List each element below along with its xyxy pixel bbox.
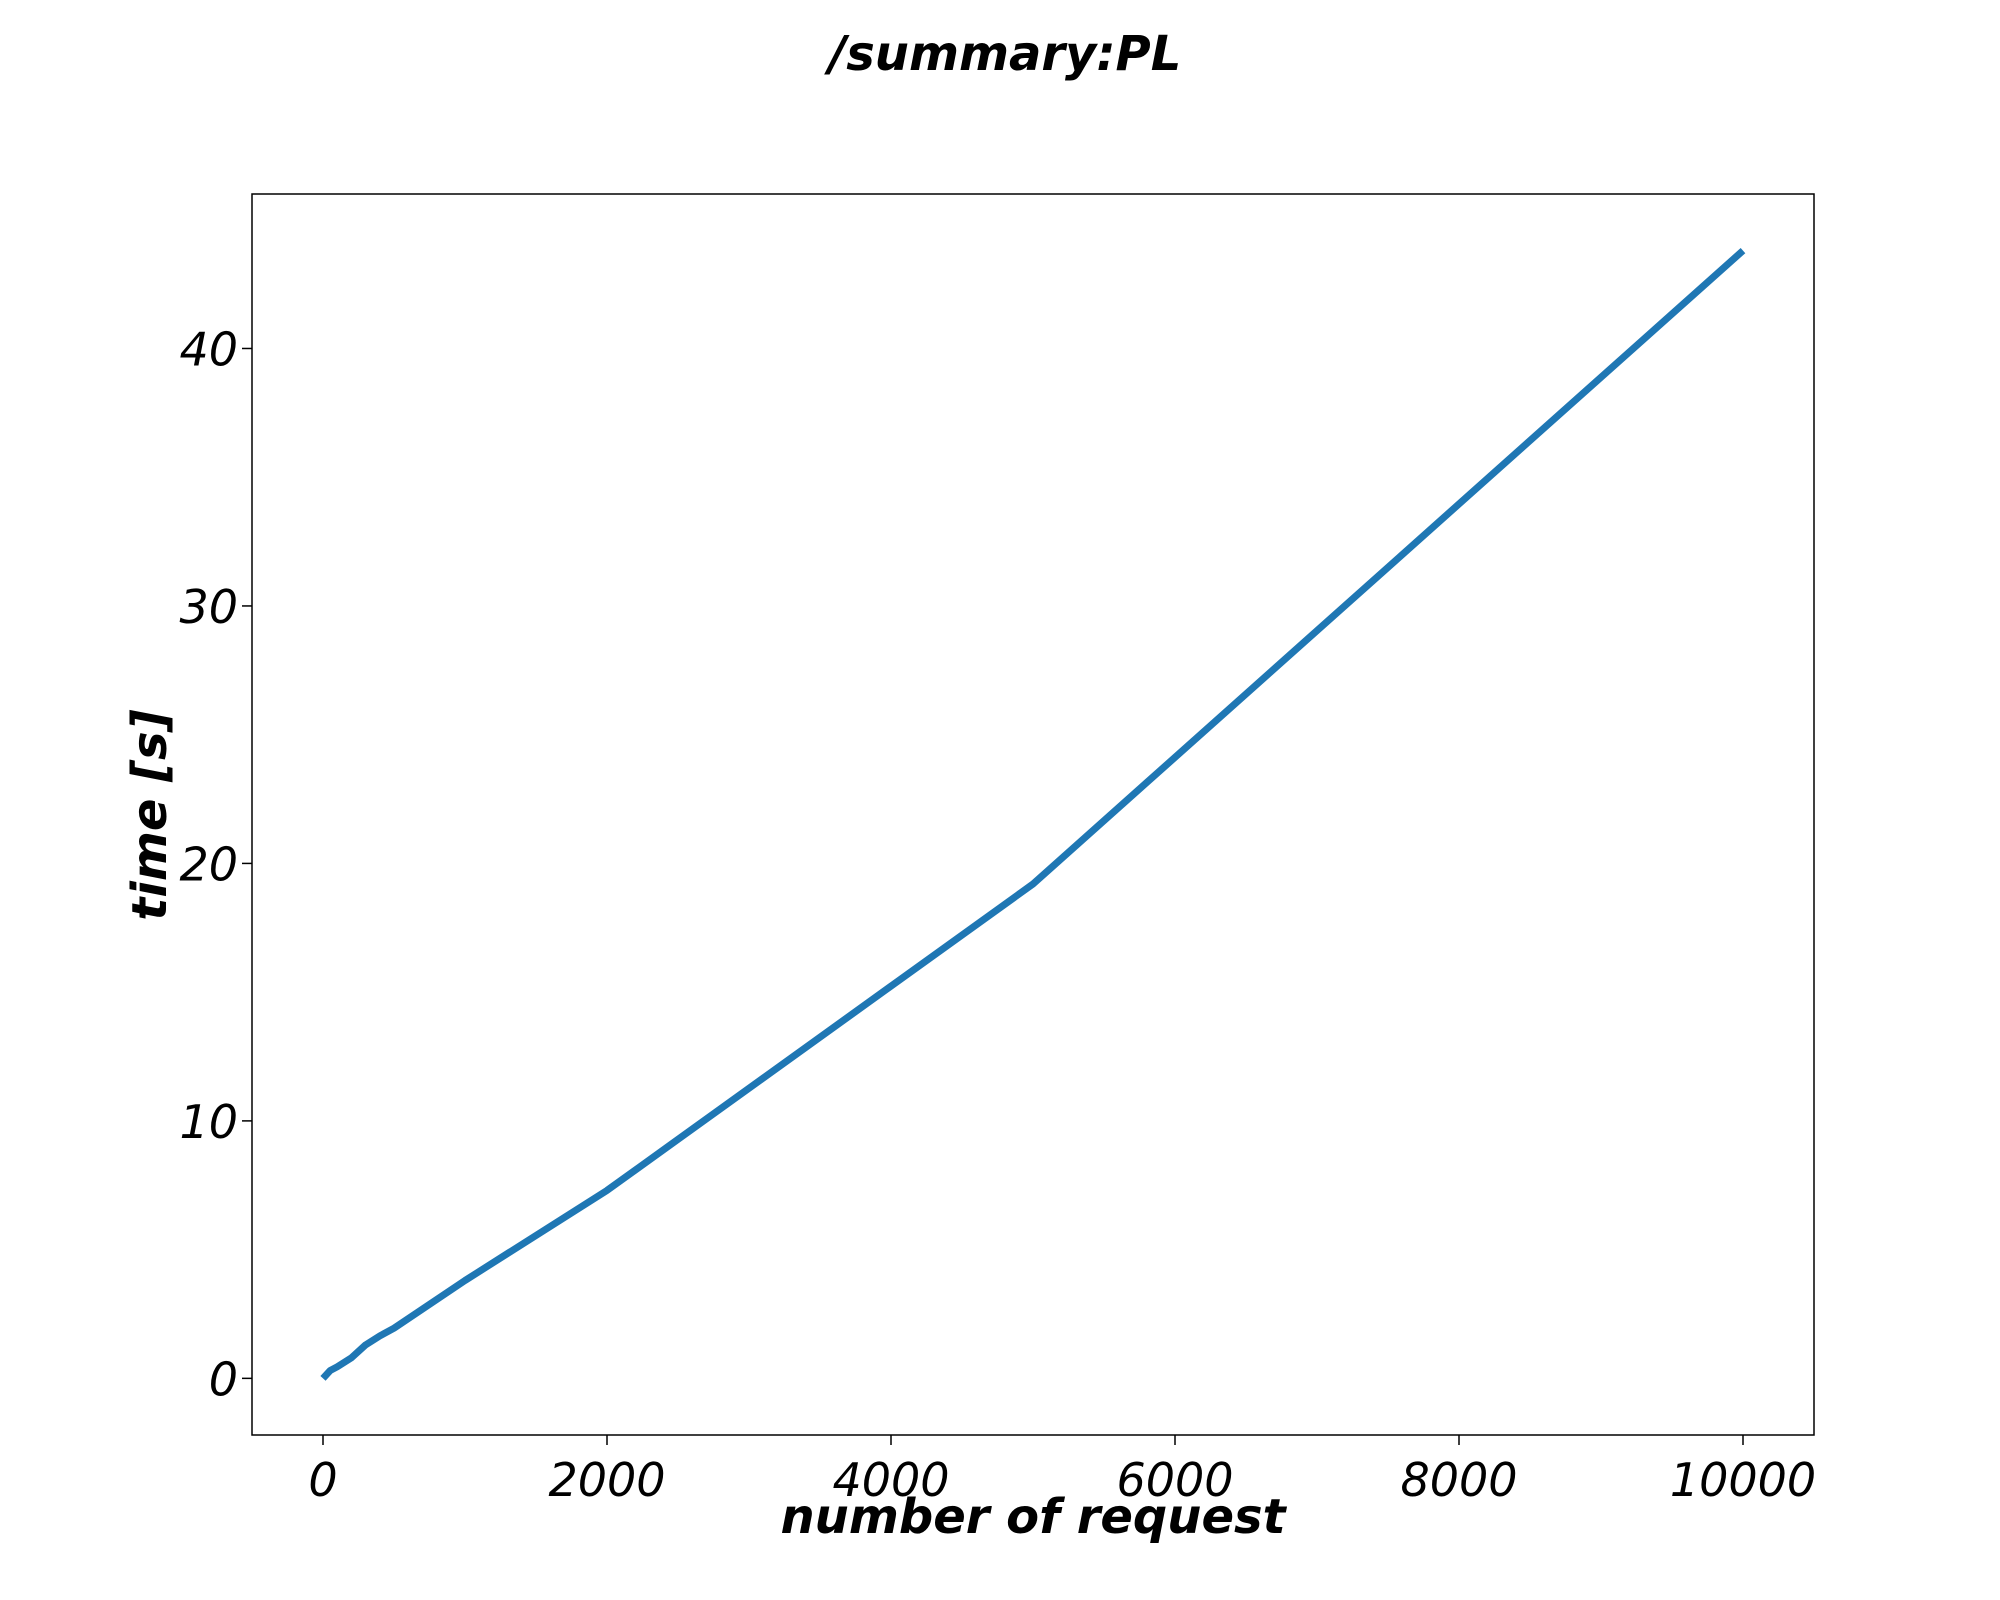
y-tick-label: 10 bbox=[179, 1095, 238, 1149]
x-tick-label: 8000 bbox=[1400, 1453, 1517, 1507]
chart-title: /summary:PL bbox=[824, 26, 1182, 82]
y-tick-label: 30 bbox=[179, 580, 238, 634]
x-tick-label: 4000 bbox=[832, 1453, 949, 1507]
y-tick-label: 40 bbox=[179, 322, 238, 376]
y-axis-label: time [s] bbox=[122, 709, 178, 920]
plot-frame bbox=[251, 193, 1815, 1436]
series-line bbox=[320, 247, 1746, 1381]
x-tick-label: 0 bbox=[308, 1453, 337, 1507]
series-layer bbox=[320, 247, 1746, 1381]
plot-area bbox=[251, 193, 1815, 1436]
y-axis: 0 10 20 30 40 bbox=[179, 322, 252, 1406]
x-tick-label: 2000 bbox=[548, 1453, 665, 1507]
y-tick-label: 20 bbox=[179, 837, 238, 891]
x-tick-label: 6000 bbox=[1116, 1453, 1233, 1507]
x-tick-label: 10000 bbox=[1670, 1453, 1816, 1507]
x-axis-label: number of request bbox=[780, 1489, 1287, 1545]
x-axis: 0 2000 4000 6000 8000 10000 bbox=[308, 1435, 1816, 1507]
y-tick-label: 0 bbox=[209, 1352, 238, 1406]
